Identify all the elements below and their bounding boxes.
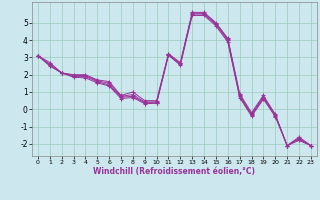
X-axis label: Windchill (Refroidissement éolien,°C): Windchill (Refroidissement éolien,°C) [93,167,255,176]
